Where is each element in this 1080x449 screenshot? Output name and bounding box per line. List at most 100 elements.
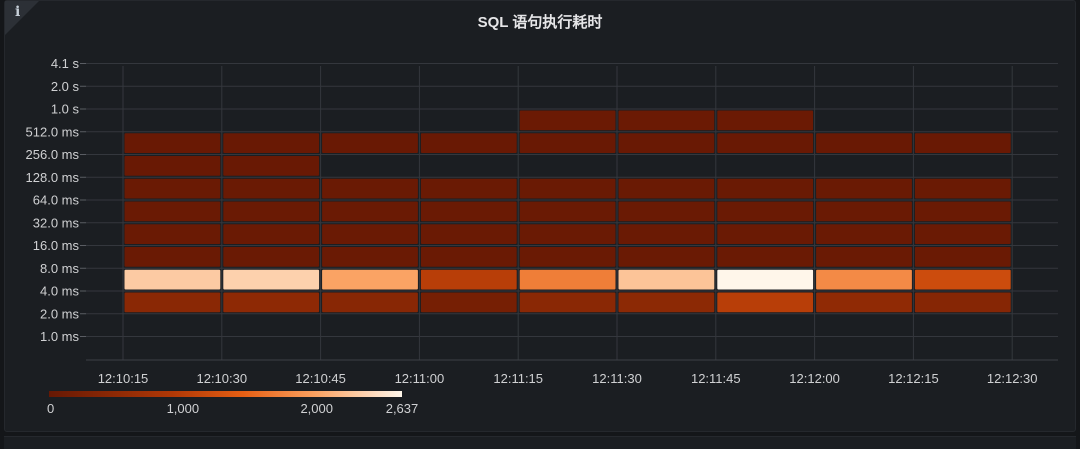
heatmap-cell bbox=[717, 247, 814, 267]
heatmap-cell bbox=[223, 133, 320, 153]
heatmap-cell bbox=[717, 178, 814, 199]
y-tick-label: 4.1 s bbox=[51, 56, 80, 71]
heatmap-cell bbox=[519, 110, 616, 131]
heatmap-cell bbox=[816, 292, 912, 313]
panel-info-corner[interactable]: i bbox=[5, 1, 39, 35]
heatmap-cell bbox=[717, 292, 814, 313]
heatmap-cell bbox=[618, 133, 715, 153]
heatmap-cell bbox=[816, 224, 912, 244]
y-tick-label: 512.0 ms bbox=[26, 124, 80, 139]
heatmap-cell bbox=[519, 133, 616, 153]
heatmap-cell bbox=[618, 292, 715, 313]
heatmap-cell bbox=[816, 247, 912, 267]
legend-tick-label: 2,000 bbox=[300, 401, 333, 416]
heatmap-cell bbox=[223, 292, 320, 313]
heatmap-cell bbox=[223, 269, 320, 290]
x-tick-label: 12:10:30 bbox=[196, 371, 247, 386]
heatmap-cell bbox=[322, 247, 418, 267]
y-tick-label: 64.0 ms bbox=[33, 193, 80, 208]
heatmap-cell bbox=[223, 247, 320, 267]
heatmap-cell bbox=[223, 156, 320, 176]
x-tick-label: 12:12:15 bbox=[888, 371, 939, 386]
heatmap-cell bbox=[914, 224, 1011, 244]
heatmap-cell bbox=[519, 201, 616, 222]
x-tick-label: 12:11:45 bbox=[691, 371, 741, 386]
heatmap-cell bbox=[124, 269, 221, 290]
panel-title[interactable]: SQL 语句执行耗时 bbox=[477, 14, 603, 31]
heatmap-cell bbox=[519, 269, 616, 290]
y-tick-label: 16.0 ms bbox=[33, 238, 80, 253]
heatmap-cell bbox=[124, 133, 221, 153]
legend-tick-label: 1,000 bbox=[167, 401, 200, 416]
heatmap-cell bbox=[420, 224, 517, 244]
x-tick-label: 12:12:00 bbox=[789, 371, 840, 386]
y-tick-label: 256.0 ms bbox=[26, 147, 80, 162]
legend-color-bar bbox=[49, 391, 402, 397]
heatmap-cell bbox=[914, 247, 1011, 267]
heatmap-cell bbox=[420, 201, 517, 222]
x-tick-label: 12:11:30 bbox=[592, 371, 642, 386]
info-corner-shape bbox=[5, 1, 39, 35]
heatmap-cell bbox=[816, 269, 912, 290]
heatmap-cell bbox=[420, 292, 517, 313]
heatmap-cell bbox=[618, 224, 715, 244]
heatmap-cell bbox=[124, 224, 221, 244]
heatmap-cell bbox=[322, 201, 418, 222]
heatmap-cell bbox=[322, 178, 418, 199]
heatmap-cell bbox=[717, 201, 814, 222]
legend-tick-label: 0 bbox=[47, 401, 54, 416]
heatmap-cell bbox=[420, 269, 517, 290]
heatmap-cell bbox=[322, 133, 418, 153]
heatmap-cell bbox=[124, 201, 221, 222]
heatmap-cell bbox=[618, 269, 715, 290]
x-tick-label: 12:11:00 bbox=[395, 371, 445, 386]
y-tick-label: 1.0 ms bbox=[40, 329, 80, 344]
y-tick-label: 2.0 ms bbox=[40, 306, 80, 321]
heatmap-cell bbox=[223, 178, 320, 199]
heatmap-cell bbox=[618, 247, 715, 267]
x-tick-label: 12:12:30 bbox=[987, 371, 1038, 386]
heatmap-cell bbox=[914, 178, 1011, 199]
legend-tick-label: 2,637 bbox=[386, 401, 419, 416]
heatmap-cell bbox=[124, 156, 221, 176]
heatmap-cell bbox=[519, 178, 616, 199]
y-tick-label: 32.0 ms bbox=[33, 215, 80, 230]
heatmap-cell bbox=[618, 110, 715, 131]
y-tick-label: 128.0 ms bbox=[26, 170, 80, 185]
heatmap-cell bbox=[618, 201, 715, 222]
heatmap-cell bbox=[124, 178, 221, 199]
heatmap-cell bbox=[816, 133, 912, 153]
heatmap-cell bbox=[124, 292, 221, 313]
heatmap-cell bbox=[223, 201, 320, 222]
heatmap-cell bbox=[816, 178, 912, 199]
y-tick-label: 8.0 ms bbox=[40, 261, 80, 276]
heatmap-cell bbox=[223, 224, 320, 244]
heatmap-cell bbox=[717, 110, 814, 131]
heatmap-cell bbox=[914, 201, 1011, 222]
heatmap-cell bbox=[322, 292, 418, 313]
next-panel-edge bbox=[4, 436, 1076, 449]
heatmap-cell bbox=[519, 247, 616, 267]
heatmap-cell bbox=[816, 201, 912, 222]
heatmap-cell bbox=[717, 133, 814, 153]
heatmap-cell bbox=[420, 247, 517, 267]
heatmap-cell bbox=[322, 224, 418, 244]
x-tick-label: 12:10:15 bbox=[98, 371, 149, 386]
heatmap-cell bbox=[420, 178, 517, 199]
heatmap-cell bbox=[717, 269, 814, 290]
heatmap-cell bbox=[914, 269, 1011, 290]
info-icon[interactable]: i bbox=[15, 4, 21, 20]
x-tick-label: 12:11:15 bbox=[493, 371, 543, 386]
heatmap-cell bbox=[717, 224, 814, 244]
heatmap-cell bbox=[914, 292, 1011, 313]
y-tick-label: 2.0 s bbox=[51, 79, 80, 94]
y-tick-label: 1.0 s bbox=[51, 102, 80, 117]
heatmap-cell bbox=[124, 247, 221, 267]
x-tick-label: 12:10:45 bbox=[295, 371, 346, 386]
heatmap-cell bbox=[519, 292, 616, 313]
heatmap-cell bbox=[420, 133, 517, 153]
y-tick-label: 4.0 ms bbox=[40, 284, 80, 299]
heatmap-cell bbox=[322, 269, 418, 290]
heatmap-cell bbox=[618, 178, 715, 199]
